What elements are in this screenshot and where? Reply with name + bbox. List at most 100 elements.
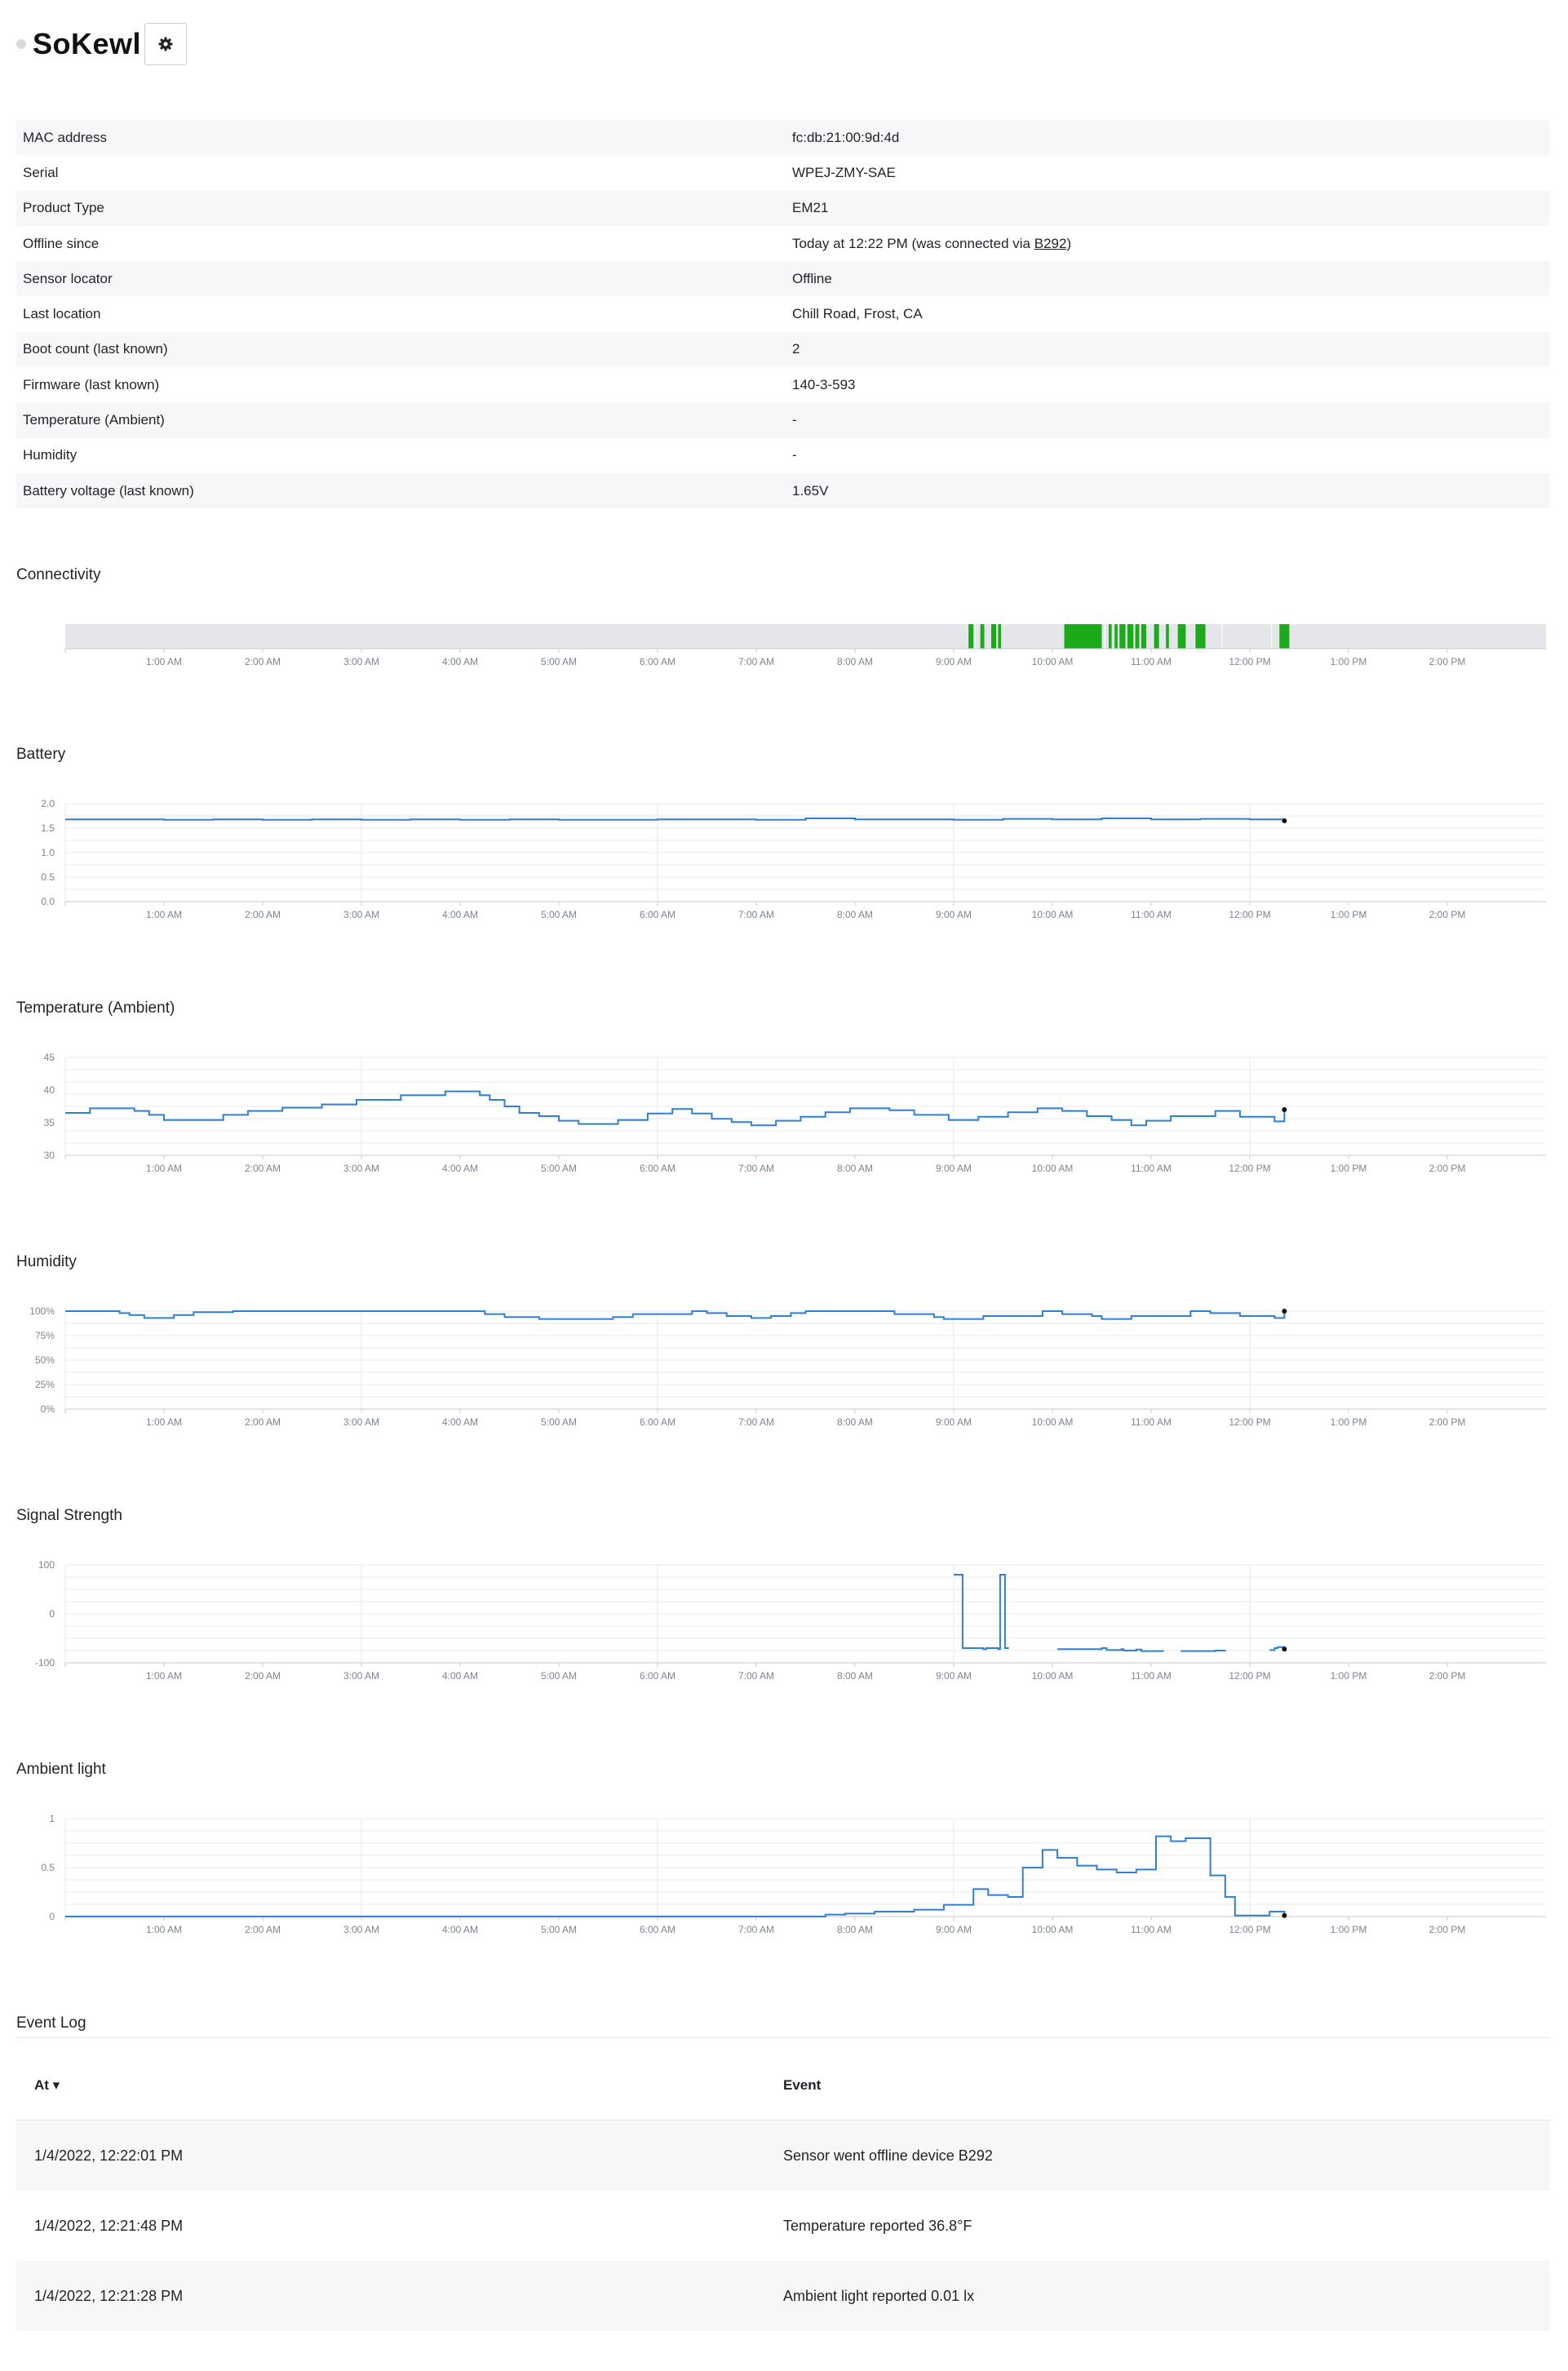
x-tick-label: 11:00 AM: [1131, 1416, 1172, 1428]
event-row: 1/4/2022, 12:21:28 PM Ambient light repor…: [16, 2261, 1550, 2331]
y-tick-label: 0.0: [41, 896, 55, 907]
x-tick-label: 11:00 AM: [1131, 1924, 1172, 1935]
event-description: Ambient light reported 0.01 lx: [783, 2287, 975, 2304]
x-tick-label: 1:00 AM: [146, 909, 182, 920]
x-tick-label: 2:00 PM: [1429, 1670, 1466, 1682]
property-row: Firmware (last known) 140-3-593: [16, 367, 1550, 402]
y-tick-label: 75%: [35, 1330, 55, 1341]
property-row: Boot count (last known) 2: [16, 331, 1550, 368]
x-tick-label: 6:00 AM: [640, 1670, 675, 1682]
property-value: Chill Road, Frost, CA: [792, 306, 923, 322]
x-tick-label: 1:00 PM: [1331, 909, 1367, 920]
x-tick-label: 6:00 AM: [640, 1924, 675, 1935]
x-tick-label: 4:00 AM: [442, 1163, 478, 1174]
y-tick-label: 100: [38, 1559, 55, 1571]
x-tick-label: 8:00 AM: [837, 909, 873, 920]
property-row: Serial WPEJ-ZMY-SAE: [16, 155, 1550, 190]
x-tick-label: 2:00 PM: [1429, 1924, 1466, 1935]
x-tick-label: 4:00 AM: [442, 909, 478, 920]
battery-title: Battery: [16, 746, 66, 763]
x-tick-label: 10:00 AM: [1032, 1670, 1074, 1682]
x-tick-label: 3:00 AM: [343, 1924, 379, 1935]
event-column-header: Event: [783, 2051, 1550, 2121]
x-tick-label: 8:00 AM: [837, 1163, 873, 1174]
x-tick-label: 2:00 AM: [245, 1924, 281, 1935]
sort-at-column-header[interactable]: At ▾: [16, 2051, 783, 2121]
x-tick-label: 5:00 AM: [541, 1670, 577, 1682]
y-tick-label: 0.5: [41, 1862, 55, 1873]
property-value: EM21: [792, 200, 829, 216]
x-tick-label: 7:00 AM: [738, 1416, 774, 1428]
y-tick-label: 45: [44, 1052, 55, 1063]
x-tick-label: 10:00 AM: [1032, 909, 1074, 920]
connected-interval: [998, 624, 1002, 649]
connected-interval: [1114, 624, 1118, 649]
y-tick-label: 0.5: [41, 871, 55, 883]
property-key: Sensor locator: [23, 270, 113, 286]
y-tick-label: 0%: [41, 1403, 55, 1415]
property-value: Offline: [792, 270, 832, 286]
series-line: [1180, 1650, 1226, 1652]
x-tick-label: 1:00 PM: [1331, 1163, 1367, 1174]
x-tick-label: 7:00 AM: [738, 656, 774, 667]
x-tick-label: 1:00 PM: [1331, 656, 1367, 667]
x-tick-label: 2:00 PM: [1429, 1416, 1466, 1428]
x-tick-label: 12:00 PM: [1229, 656, 1270, 667]
gear-icon: [158, 37, 173, 51]
x-tick-label: 7:00 AM: [738, 1924, 774, 1935]
property-key: Humidity: [23, 447, 78, 463]
temperature-chart: 30 35 40 45 1:00 AM 2:00 AM 3:00 AM 4:00 AM 5:00…: [44, 1052, 1546, 1174]
series-line: [65, 1090, 1286, 1127]
latest-value-point: [1282, 1646, 1287, 1652]
x-tick-label: 2:00 AM: [245, 1670, 281, 1682]
connected-interval: [1279, 624, 1290, 649]
x-tick-label: 11:00 AM: [1131, 656, 1172, 667]
device-header: SoKewl: [16, 21, 188, 67]
x-tick-label: 10:00 AM: [1032, 1163, 1074, 1174]
x-tick-label: 12:00 PM: [1229, 1416, 1270, 1428]
x-tick-label: 5:00 AM: [541, 1163, 577, 1174]
x-tick-label: 8:00 AM: [837, 1670, 873, 1682]
series-line: [954, 1574, 1009, 1651]
connected-interval: [1166, 624, 1169, 649]
property-key: Serial: [23, 164, 59, 180]
property-row: Battery voltage (last known) 1.65V: [16, 472, 1550, 509]
y-tick-label: 1: [49, 1813, 55, 1824]
y-tick-label: 50%: [35, 1354, 55, 1366]
x-tick-label: 6:00 AM: [640, 656, 675, 667]
property-row: Product Type EM21: [16, 190, 1550, 226]
gateway-link[interactable]: B292: [1034, 235, 1067, 251]
x-tick-label: 7:00 AM: [738, 909, 774, 920]
x-tick-label: 2:00 AM: [245, 909, 281, 920]
ambient-light-chart: 00.511:00 AM 2:00 AM 3:00 AM 4:00 AM 5:00 AM…: [41, 1813, 1546, 1935]
x-tick-label: 8:00 AM: [837, 656, 873, 667]
x-tick-label: 4:00 AM: [442, 1416, 478, 1428]
x-tick-label: 1:00 PM: [1331, 1416, 1367, 1428]
property-value: -: [792, 412, 797, 428]
x-tick-label: 7:00 AM: [738, 1163, 774, 1174]
x-tick-label: 5:00 AM: [541, 909, 577, 920]
property-row: Sensor locator Offline: [16, 261, 1550, 297]
connected-interval: [980, 624, 985, 649]
property-value: fc:db:21:00:9d:4d: [792, 129, 900, 145]
x-tick-label: 1:00 AM: [146, 656, 182, 667]
x-tick-label: 3:00 AM: [343, 1670, 379, 1682]
x-tick-label: 2:00 PM: [1429, 909, 1466, 920]
property-key: Temperature (Ambient): [23, 412, 165, 428]
x-tick-label: 8:00 AM: [837, 1924, 873, 1935]
connected-interval: [968, 624, 974, 649]
y-tick-label: 0: [49, 1608, 55, 1620]
event-time: 1/4/2022, 12:21:28 PM: [34, 2287, 184, 2304]
property-value-offline-since: Today at 12:22 PM (was connected via B29…: [792, 226, 1550, 261]
connected-interval: [1195, 624, 1206, 649]
x-tick-label: 5:00 AM: [541, 1924, 577, 1935]
x-tick-label: 3:00 AM: [343, 1416, 379, 1428]
event-log-table: At ▾ Event 1/4/2022, 12:22:01 PM Sensor w…: [16, 2051, 1550, 2331]
series-line: [65, 1835, 1286, 1917]
latest-value-point: [1282, 1912, 1287, 1918]
settings-button[interactable]: [144, 23, 188, 65]
connected-interval: [1127, 624, 1134, 649]
x-tick-label: 3:00 AM: [343, 909, 379, 920]
property-key: Battery voltage (last known): [23, 482, 194, 499]
x-tick-label: 2:00 PM: [1429, 1163, 1466, 1174]
